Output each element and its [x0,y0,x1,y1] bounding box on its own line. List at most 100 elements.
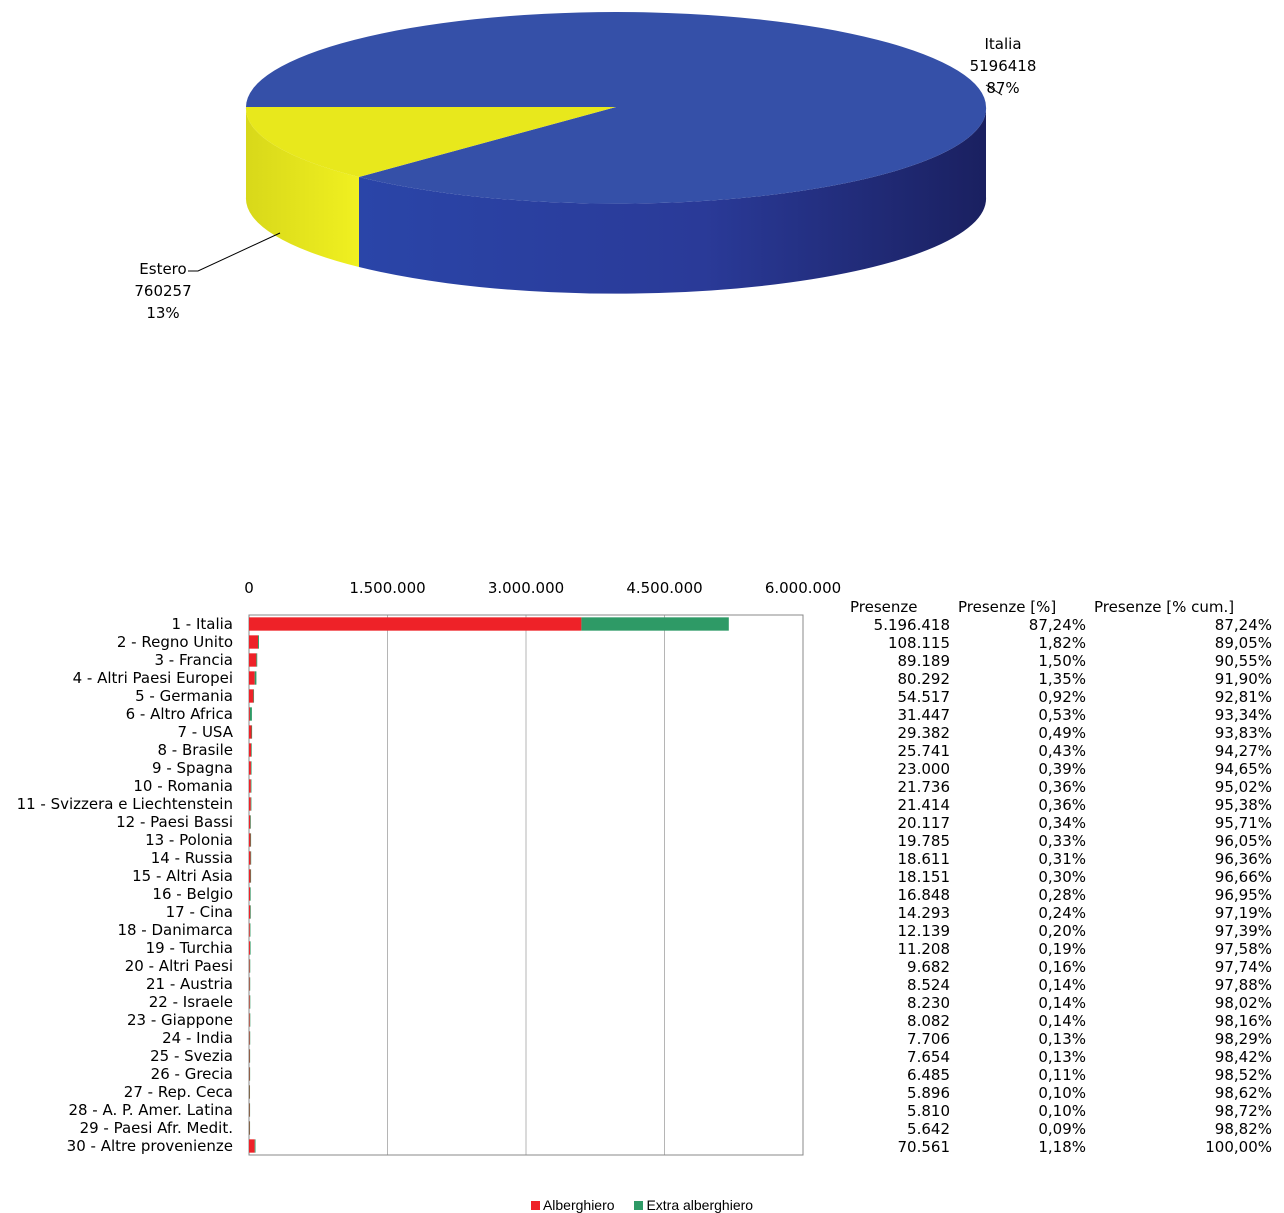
table-cell-cumulative-25: 98,42% [1214,1048,1272,1066]
bar-extra-alberghiero-25 [249,1049,251,1063]
table-cell-percent-14: 0,31% [1038,850,1086,868]
bar-alberghiero-24 [249,1031,250,1045]
pie-label-italia: Italia 5196418 87% [960,33,1046,99]
bar-alberghiero-3 [249,653,257,667]
table-cell-presenze-7: 29.382 [897,724,951,742]
bar-extra-alberghiero-13 [250,833,252,847]
bar-extra-alberghiero-26 [249,1067,251,1081]
table-cell-cumulative-6: 93,34% [1214,706,1272,724]
bar-extra-alberghiero-2 [258,635,259,649]
table-cell-cumulative-7: 93,83% [1214,724,1272,742]
bar-alberghiero-19 [249,941,250,955]
table-values-cumulative: 87,24% 89,05% 90,55% 91,90% 92,81% 93,34% 93,8… [1094,616,1272,1156]
table-col-cumulative: Presenze [% cum.] 87,24% 89,05% 90,55% 91,9… [1094,598,1272,1156]
table-cell-percent-6: 0,53% [1038,706,1086,724]
table-cell-percent-30: 1,18% [1038,1138,1086,1156]
table-cell-percent-7: 0,49% [1038,724,1086,742]
table-cell-percent-15: 0,30% [1038,868,1086,886]
table-cell-presenze-17: 14.293 [897,904,951,922]
table-cell-presenze-21: 8.524 [907,976,950,994]
table-cell-cumulative-1: 87,24% [1214,616,1272,634]
table-cell-presenze-11: 21.414 [897,796,951,814]
table-cell-presenze-28: 5.810 [907,1102,950,1120]
category-label-15: 15 - Altri Asia [132,867,233,885]
table-cell-cumulative-15: 96,66% [1214,868,1272,886]
bar-alberghiero-12 [249,815,251,829]
leader-line-italia [985,84,1003,96]
table-cell-percent-11: 0,36% [1038,796,1086,814]
table-cell-percent-22: 0,14% [1038,994,1086,1012]
table-cell-percent-27: 0,10% [1038,1084,1086,1102]
table-cell-presenze-30: 70.561 [897,1138,951,1156]
table-cell-percent-25: 0,13% [1038,1048,1086,1066]
pie-slice-side-italia [359,107,987,294]
category-label-19: 19 - Turchia [146,939,233,957]
table-cell-percent-3: 1,50% [1038,652,1086,670]
pie-chart [188,12,1003,294]
bar-extra-alberghiero-19 [249,941,251,955]
category-label-8: 8 - Brasile [157,741,233,759]
bar-alberghiero-1 [249,617,582,631]
table-cell-percent-18: 0,20% [1038,922,1086,940]
bar-alberghiero-21 [249,977,250,991]
x-tick-label-2: 1.500.000 [349,579,425,597]
bar-alberghiero-18 [249,923,250,937]
table-cell-presenze-19: 11.208 [897,940,951,958]
table-cell-cumulative-26: 98,52% [1214,1066,1272,1084]
bar-alberghiero-4 [249,671,255,685]
table-cell-presenze-29: 5.642 [907,1120,950,1138]
table-cell-percent-24: 0,13% [1038,1030,1086,1048]
category-label-11: 11 - Svizzera e Liechtenstein [17,795,233,813]
bar-extra-alberghiero-3 [256,653,258,667]
bar-extra-alberghiero-1 [581,617,729,631]
table-header-percent: Presenze [%] [958,598,1057,616]
bar-alberghiero-25 [249,1049,250,1063]
bar-extra-alberghiero-30 [254,1139,256,1153]
table-cell-cumulative-30: 100,00% [1205,1138,1272,1156]
bar-alberghiero-28 [249,1103,250,1117]
table-cell-presenze-13: 19.785 [897,832,951,850]
table-cell-cumulative-16: 96,95% [1214,886,1272,904]
table-cell-cumulative-10: 95,02% [1214,778,1272,796]
bar-alberghiero-13 [249,833,251,847]
table-cell-percent-26: 0,11% [1038,1066,1086,1084]
bar-alberghiero-20 [249,959,250,973]
legend: Alberghiero Extra alberghiero [0,1197,1284,1213]
table-cell-percent-8: 0,43% [1038,742,1086,760]
bar-extra-alberghiero-6 [249,707,252,721]
table-cell-cumulative-2: 89,05% [1214,634,1272,652]
table-cell-percent-20: 0,16% [1038,958,1086,976]
table-cell-presenze-15: 18.151 [897,868,951,886]
table-cell-presenze-23: 8.082 [907,1012,950,1030]
bar-alberghiero-8 [249,743,252,757]
bar-extra-alberghiero-12 [250,815,251,829]
table-cell-presenze-22: 8.230 [907,994,950,1012]
table-cell-cumulative-14: 96,36% [1214,850,1272,868]
table-cell-cumulative-20: 97,74% [1214,958,1272,976]
table-cell-cumulative-24: 98,29% [1214,1030,1272,1048]
category-label-6: 6 - Altro Africa [126,705,233,723]
category-label-7: 7 - USA [177,723,233,741]
table-cell-percent-5: 0,92% [1038,688,1086,706]
table-cell-cumulative-3: 90,55% [1214,652,1272,670]
table-cell-percent-9: 0,39% [1038,760,1086,778]
leader-line-estero [188,232,281,272]
legend-label-alberghiero: Alberghiero [542,1197,615,1213]
table-cell-presenze-5: 54.517 [897,688,951,706]
category-label-22: 22 - Israele [149,993,233,1011]
bar-extra-alberghiero-15 [250,869,252,883]
table-cell-presenze-10: 21.736 [897,778,951,796]
bar-alberghiero-22 [249,995,250,1009]
table-cell-percent-17: 0,24% [1038,904,1086,922]
category-label-26: 26 - Grecia [151,1065,233,1083]
bar-alberghiero-2 [249,635,259,649]
table-cell-presenze-1: 5.196.418 [873,616,950,634]
category-label-20: 20 - Altri Paesi [125,957,233,975]
category-label-12: 12 - Paesi Bassi [116,813,233,831]
pie-label-estero-percent: 13% [146,304,180,322]
table-cell-cumulative-18: 97,39% [1214,922,1272,940]
table-cell-presenze-14: 18.611 [897,850,951,868]
bar-alberghiero-6 [249,707,250,721]
pie-label-estero-value: 760257 [134,282,192,300]
table-cell-percent-23: 0,14% [1038,1012,1086,1030]
